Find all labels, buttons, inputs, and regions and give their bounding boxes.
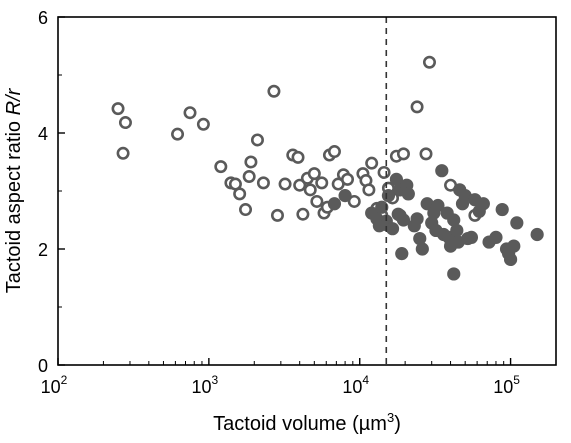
filled-circle-point bbox=[507, 239, 521, 253]
open-circle-point bbox=[419, 147, 433, 161]
open-circle-point bbox=[293, 178, 307, 192]
filled-circle-point bbox=[435, 164, 449, 178]
open-circle-point bbox=[396, 147, 410, 161]
open-circle-point bbox=[365, 156, 379, 170]
open-circle-point bbox=[310, 194, 324, 208]
filled-circle-point bbox=[375, 200, 389, 214]
open-circle-point bbox=[270, 208, 284, 222]
data-points bbox=[111, 55, 544, 281]
open-circle-point bbox=[239, 203, 253, 217]
open-circle-point bbox=[118, 116, 132, 130]
filled-circle-point bbox=[413, 231, 427, 246]
open-circle-point bbox=[307, 167, 321, 181]
y-tick-label: 0 bbox=[38, 356, 48, 376]
open-circle-point bbox=[377, 165, 391, 179]
filled-circle-point bbox=[385, 222, 400, 236]
filled-circle-point bbox=[415, 242, 429, 256]
x-tick-label: 103 bbox=[192, 373, 219, 397]
open-circle-point bbox=[233, 187, 247, 201]
filled-circle-point bbox=[450, 223, 464, 238]
filled-circle-point bbox=[395, 247, 409, 261]
open-circle-point bbox=[327, 145, 341, 159]
filled-circle-point bbox=[530, 227, 544, 242]
open-circle-point bbox=[196, 117, 210, 131]
filled-circle-point bbox=[338, 189, 352, 203]
filled-circle-point bbox=[447, 213, 461, 227]
filled-circle-point bbox=[401, 187, 415, 201]
x-tick-label: 105 bbox=[493, 373, 520, 397]
open-circle-point bbox=[296, 207, 310, 221]
filled-circle-point bbox=[464, 230, 479, 244]
open-circle-point bbox=[171, 127, 185, 141]
open-circle-point bbox=[410, 100, 424, 114]
filled-circle-point bbox=[327, 197, 342, 211]
open-circle-point bbox=[183, 106, 197, 120]
y-tick-label: 6 bbox=[38, 8, 48, 28]
y-tick-label: 4 bbox=[38, 124, 48, 144]
filled-circle-point bbox=[381, 189, 396, 203]
filled-circle-point bbox=[396, 213, 411, 227]
open-circle-point bbox=[256, 176, 270, 190]
filled-circle-point bbox=[431, 198, 445, 213]
x-axis-title: Tactoid volume (µm3) bbox=[213, 410, 401, 435]
x-tick-label: 102 bbox=[41, 373, 68, 397]
filled-circle-point bbox=[410, 212, 424, 226]
filled-circle-point bbox=[489, 230, 503, 244]
filled-circle-point bbox=[420, 197, 434, 211]
x-tick-label: 104 bbox=[342, 373, 369, 397]
open-circle-point bbox=[422, 55, 436, 69]
open-circle-point bbox=[214, 160, 228, 174]
open-circle-point bbox=[116, 146, 130, 160]
open-circle-point bbox=[303, 183, 317, 197]
open-circle-point bbox=[341, 172, 355, 186]
open-circle-point bbox=[278, 177, 292, 191]
filled-circle-point bbox=[447, 267, 461, 281]
open-circle-point bbox=[244, 155, 258, 169]
y-axis-title: Tactoid aspect ratio R/r bbox=[3, 87, 25, 293]
filled-circle-point bbox=[389, 172, 403, 186]
open-circle-point bbox=[267, 84, 281, 98]
filled-circle-point bbox=[476, 197, 490, 211]
open-circle-point bbox=[242, 170, 256, 184]
filled-circle-point bbox=[503, 252, 518, 267]
open-circle-point bbox=[111, 102, 125, 116]
y-tick-label: 2 bbox=[38, 240, 48, 260]
filled-circle-point bbox=[495, 202, 509, 217]
open-circle-point bbox=[362, 183, 376, 197]
open-circle-point bbox=[291, 150, 305, 164]
open-circle-point bbox=[250, 133, 264, 147]
axis-ticks: 102 103 104 105 0 2 4 6 bbox=[38, 8, 520, 397]
open-circle-point bbox=[347, 194, 361, 208]
filled-circle-point bbox=[510, 216, 524, 230]
open-circle-point bbox=[315, 176, 329, 190]
